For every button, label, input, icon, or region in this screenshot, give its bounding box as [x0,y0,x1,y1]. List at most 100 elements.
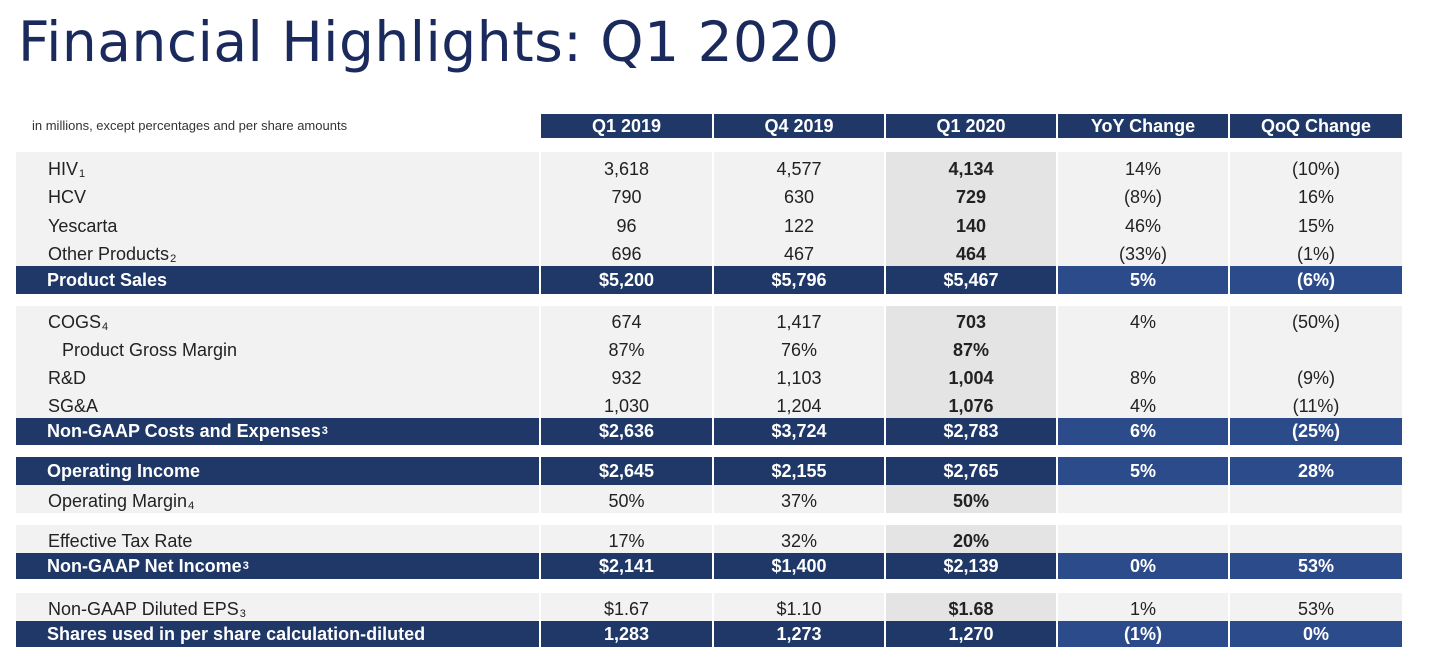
q4-2019-value: $3,724 [714,418,884,445]
cell-value: 87% [608,340,645,360]
qoq-change-value: 16% [1230,181,1402,209]
table-row: Effective Tax Rate 17% 32% 20% [0,525,1429,553]
cell-value: 6% [1129,421,1156,441]
qoq-change-value: (1%) [1230,238,1402,266]
row-label-text: Operating Margin [48,491,188,511]
q1-2019-value: 50% [541,485,712,513]
q1-2019-value: $2,636 [541,418,712,445]
yoy-change-value: 4% [1058,306,1228,334]
q1-2020-value: 140 [886,209,1056,238]
row-label: Non-GAAP Diluted EPS 3 [16,593,539,621]
row-label: SG&A [16,390,539,418]
cell-value: 37% [780,491,818,511]
q1-2020-value: 1,004 [886,362,1056,390]
q4-2019-value: $5,796 [714,266,884,294]
cell-value: 140 [955,216,987,236]
yoy-change-value: (1%) [1058,621,1228,647]
q1-2019-value: 932 [541,362,712,390]
yoy-change-value: 6% [1058,418,1228,445]
cell-value: (6%) [1296,269,1335,290]
table-row: HCV 790 630 729 (8%) 16% [0,181,1429,209]
row-label-text: COGS [48,312,102,332]
cell-value: 1,030 [603,396,650,416]
cell-value: $5,796 [771,269,827,290]
yoy-change-value [1058,525,1228,553]
q1-2020-value: 464 [886,238,1056,266]
q4-2019-value: 1,273 [714,621,884,647]
q1-2019-value: $1.67 [541,593,712,621]
cell-value: 1,273 [776,623,822,644]
q1-2020-value: 20% [886,525,1056,553]
units-note: in millions, except percentages and per … [32,118,348,133]
q1-2019-value: 17% [541,525,712,553]
q1-2020-value: $5,467 [886,266,1056,294]
yoy-change-value: 5% [1058,457,1228,485]
cell-value: 4% [1129,396,1156,416]
cell-value: 50% [608,491,645,511]
q1-2020-value: $2,765 [886,457,1056,485]
q1-2020-value: 4,134 [886,152,1056,181]
yoy-change-value: 46% [1058,209,1228,238]
cell-value: $2,636 [598,421,655,441]
yoy-change-value: 8% [1058,362,1228,390]
cell-value: 4,577 [776,159,822,179]
q1-2019-value: 1,030 [541,390,712,418]
cell-value: 4,134 [948,159,994,179]
cell-value: 703 [955,312,987,332]
cell-value: 8% [1129,368,1156,388]
q4-2019-value: $2,155 [714,457,884,485]
footnote-marker: 2 [170,253,177,265]
cell-value: 790 [611,187,642,207]
cell-value: $1,400 [771,555,827,576]
column-header-yoy-change: YoY Change [1058,114,1228,138]
cell-value: 0% [1302,623,1329,644]
yoy-change-value: 0% [1058,553,1228,579]
qoq-change-value: 28% [1230,457,1402,485]
q1-2019-value: $2,141 [541,553,712,579]
q1-2019-value: 3,618 [541,152,712,181]
column-header-qoq-change: QoQ Change [1230,114,1402,138]
cell-value: $2,139 [943,555,999,576]
cell-value: 53% [1297,555,1335,576]
q4-2019-value: $1,400 [714,553,884,579]
cell-value: 464 [955,244,987,264]
q1-2019-value: 1,283 [541,621,712,647]
q1-2019-value: 696 [541,238,712,266]
cell-value: 28% [1297,460,1335,481]
cell-value: 5% [1129,269,1156,290]
row-label: Product Sales [16,266,539,294]
row-label: Operating Margin 4 [16,485,539,513]
q1-2019-value: $5,200 [541,266,712,294]
table-row: Yescarta 96 122 140 46% 15% [0,209,1429,238]
cell-value: $2,765 [943,460,999,481]
q1-2020-value: $2,139 [886,553,1056,579]
cell-value: 16% [1297,187,1335,207]
column-header-q1-2020: Q1 2020 [886,114,1056,138]
yoy-change-value [1058,334,1228,362]
row-label: Non-GAAP Net Income 3 [16,553,539,579]
cell-value: (25%) [1291,421,1340,441]
row-label-text: HIV [48,159,79,179]
cell-value: 1,004 [948,368,994,388]
q4-2019-value: 467 [714,238,884,266]
cell-value: 729 [955,187,987,207]
yoy-change-value: (8%) [1058,181,1228,209]
cell-value: (9%) [1296,368,1335,388]
row-label: HIV 1 [16,152,539,181]
cell-value: (50%) [1291,312,1340,332]
row-label-text: Non-GAAP Costs and Expenses [47,421,321,441]
cell-value: 1,076 [948,396,994,416]
footnote-marker: 3 [239,608,246,620]
row-label: Other Products 2 [16,238,539,266]
qoq-change-value [1230,334,1402,362]
qoq-change-value: (9%) [1230,362,1402,390]
q1-2020-value: 50% [886,485,1056,513]
total-row: Shares used in per share calculation-dil… [0,621,1429,647]
q1-2019-value: 96 [541,209,712,238]
footnote-marker: 4 [102,321,109,333]
cell-value: 87% [952,340,990,360]
q4-2019-value: 122 [714,209,884,238]
total-row: Non-GAAP Costs and Expenses 3 $2,636 $3,724… [0,418,1429,445]
cell-value: 32% [780,531,818,551]
